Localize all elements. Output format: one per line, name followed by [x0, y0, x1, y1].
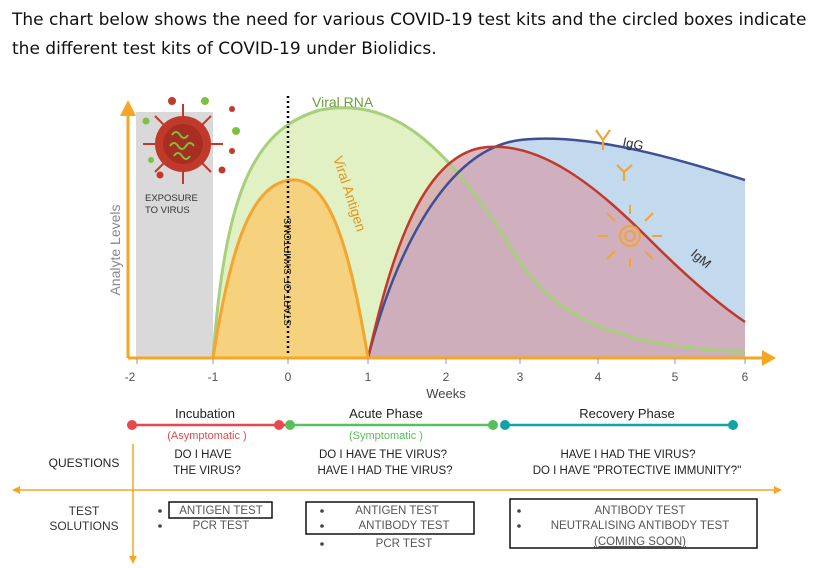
x-tick-label: -1 — [208, 370, 219, 384]
x-tick-label: 1 — [365, 370, 372, 384]
recovery-test-2: NEUTRALISING ANTIBODY TEST — [551, 520, 730, 532]
incubation-end-dot — [274, 420, 284, 430]
question-recovery-line1: HAVE I HAD THE VIRUS? — [560, 449, 695, 461]
recovery-end-dot — [728, 420, 738, 430]
bullet — [158, 509, 162, 513]
igg-antibody-icon — [595, 129, 633, 181]
recovery-tests-box — [509, 498, 758, 549]
x-tick-label: 3 — [517, 370, 524, 384]
x-axis-label: Weeks — [426, 386, 466, 401]
acute-test-3: PCR TEST — [376, 538, 433, 550]
incubation-test-2: PCR TEST — [193, 520, 250, 532]
row-divider-arrow-left — [12, 486, 20, 494]
test-solutions-label-line1: TEST — [69, 504, 100, 518]
x-tick-label: -2 — [125, 370, 136, 384]
phase-incubation-title: Incubation — [175, 406, 235, 421]
viral-antigen-curve — [211, 178, 370, 359]
x-tick-label: 4 — [595, 370, 602, 384]
phase-acute-sub: (Symptomatic ) — [349, 430, 423, 442]
x-axis-arrow — [762, 350, 776, 366]
question-recovery-line2: DO I HAVE "PROTECTIVE IMMUNITY?" — [533, 465, 742, 477]
bullet — [320, 542, 324, 546]
igm-area — [368, 146, 745, 358]
virus-icon — [142, 97, 240, 184]
incubation-dot — [127, 420, 137, 430]
acute-test-2: ANTIBODY TEST — [359, 520, 450, 532]
igg-curve — [366, 137, 746, 359]
acute-start-dot — [285, 420, 295, 430]
question-incubation-line2: THE VIRUS? — [173, 465, 241, 477]
bullet — [320, 524, 324, 528]
x-tick-label: 0 — [285, 370, 292, 384]
igm-antibody-icon — [598, 205, 662, 267]
exposure-label-line1: EXPOSURE — [145, 193, 198, 204]
recovery-start-dot — [500, 420, 510, 430]
question-incubation-line1: DO I HAVE — [174, 449, 232, 461]
viral-rna-curve — [211, 106, 746, 359]
bullet — [320, 509, 324, 513]
question-acute-line1: DO I HAVE THE VIRUS? — [319, 449, 447, 461]
recovery-test-3: (COMING SOON) — [594, 536, 686, 548]
acute-test-1: ANTIGEN TEST — [355, 505, 439, 517]
bullet — [158, 524, 162, 528]
phase-incubation-sub: (Asymptomatic ) — [167, 430, 246, 442]
viral-rna-label: Viral RNA — [312, 94, 374, 110]
exposure-label-line2: TO VIRUS — [145, 205, 190, 216]
y-axis-arrow — [120, 100, 136, 116]
x-tick-label: 5 — [672, 370, 679, 384]
igg-label: IgG — [621, 134, 645, 153]
questions-row-label: QUESTIONS — [49, 456, 120, 470]
incubation-tests-box — [168, 501, 273, 519]
y-axis-label: Analyte Levels — [107, 204, 123, 295]
intro-text: The chart below shows the need for vario… — [12, 10, 807, 59]
incubation-test-1: ANTIGEN TEST — [179, 505, 263, 517]
question-acute-line2: HAVE I HAD THE VIRUS? — [317, 465, 452, 477]
viral-antigen-area — [213, 179, 368, 358]
row-divider-arrow — [774, 486, 782, 494]
bullet — [517, 524, 521, 528]
igm-curve — [366, 145, 746, 359]
acute-end-dot — [488, 420, 498, 430]
column-divider-arrow — [129, 556, 137, 564]
phase-recovery-title: Recovery Phase — [579, 406, 674, 421]
x-tick-marks — [136, 358, 746, 364]
x-tick-label: 6 — [742, 370, 749, 384]
bullet — [517, 509, 521, 513]
start-of-symptoms-label: START OF SYMPTOMS — [283, 218, 294, 326]
test-solutions-label-line2: SOLUTIONS — [49, 519, 118, 533]
x-tick-label: 2 — [443, 370, 450, 384]
phase-acute-title: Acute Phase — [349, 406, 423, 421]
recovery-test-1: ANTIBODY TEST — [595, 505, 686, 517]
acute-tests-box — [305, 501, 475, 535]
